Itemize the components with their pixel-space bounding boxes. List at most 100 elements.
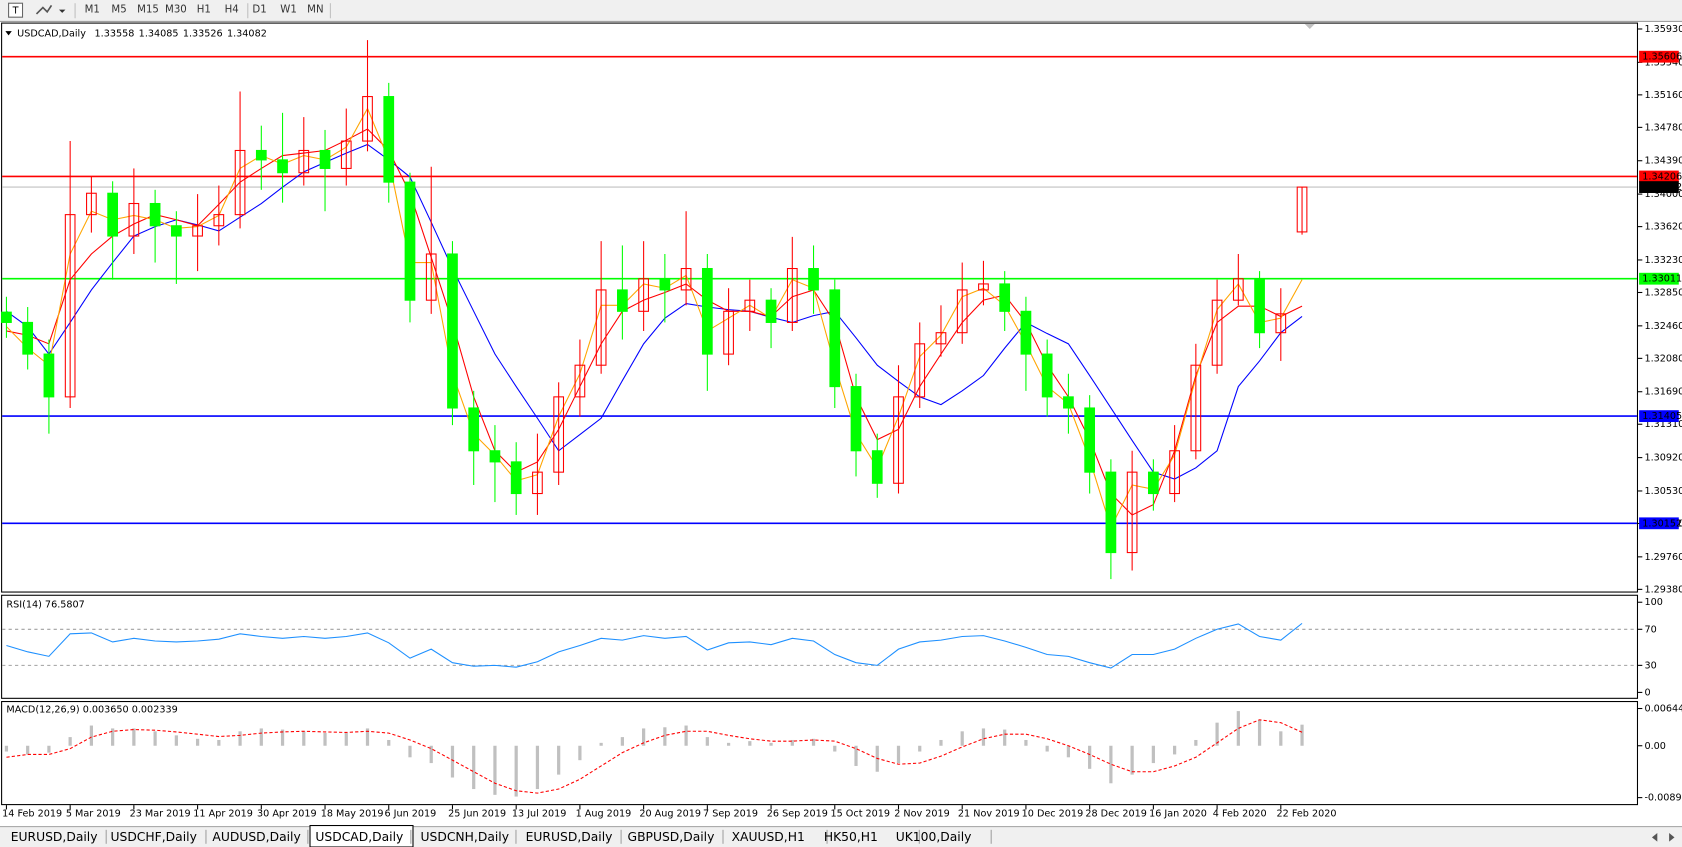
dropdown-arrow[interactable] (58, 9, 66, 13)
macd-bar (833, 745, 837, 752)
timeframe-button[interactable]: M5 (111, 5, 126, 16)
macd-signal (6, 719, 1303, 794)
timeframe-button[interactable]: M15 (137, 5, 159, 16)
tab[interactable]: GBPUSD,Daily (628, 830, 715, 844)
y-tick-label: 0 (1644, 687, 1650, 698)
timeframe-button[interactable]: M1 (85, 5, 100, 16)
macd-bar (769, 742, 773, 746)
x-tick-label: 30 Apr 2019 (257, 809, 317, 820)
tab[interactable]: AUDUSD,Daily (212, 830, 300, 844)
macd-bar (684, 725, 688, 746)
y-tick-label: 1.30530 (1644, 486, 1682, 497)
candle-body (277, 159, 288, 174)
y-tick-label: 0.006448 (1644, 704, 1682, 715)
text-tool-icon[interactable] (8, 2, 24, 18)
x-tick-label: 2 Nov 2019 (894, 809, 950, 820)
candle-body (744, 299, 756, 312)
y-tick-label: 30 (1644, 660, 1656, 671)
macd-bar (1194, 739, 1198, 746)
macd-bar (918, 745, 922, 752)
timeframe-button[interactable]: MN (307, 5, 323, 16)
macd-bar (323, 733, 327, 746)
y-tick-label: 1.29380 (1644, 584, 1682, 595)
macd-bar (111, 728, 115, 746)
timeframe-button[interactable]: W1 (280, 5, 297, 16)
timeframe-button[interactable]: D1 (252, 5, 266, 16)
candle-body (1148, 471, 1159, 495)
macd-bar (1109, 745, 1113, 784)
candle-body (22, 321, 34, 355)
tab[interactable]: HK50,H1 (824, 830, 878, 844)
candle-body (149, 202, 161, 227)
macd-bar (217, 739, 221, 746)
macd-bar (493, 745, 497, 795)
candle-body (1275, 313, 1287, 334)
timeframe-button[interactable]: M30 (165, 5, 187, 16)
tab[interactable]: EURUSD,Daily (526, 830, 613, 844)
header-low: 1.33526 (183, 28, 223, 39)
candle-body (1169, 450, 1180, 495)
x-tick-label: 5 Mar 2019 (66, 809, 121, 820)
rsi-panel (1, 594, 1639, 699)
header-close: 1.34082 (227, 28, 267, 39)
tab[interactable]: EURUSD,Daily (11, 830, 98, 844)
macd-bar (854, 745, 858, 766)
y-tick-label: 1.35160 (1644, 90, 1682, 101)
macd-bar (280, 729, 285, 746)
tab[interactable]: USDCNH,Daily (421, 830, 510, 844)
candle-body (340, 140, 352, 169)
level-label: 1.34206 (1642, 171, 1682, 182)
level-label: 1.33011 (1642, 274, 1682, 285)
y-tick-label: 1.32460 (1644, 321, 1682, 332)
header-high: 1.34085 (139, 28, 179, 39)
candle-body (234, 149, 246, 216)
tab[interactable]: USDCAD,Daily (315, 830, 403, 844)
macd-bar (748, 741, 752, 746)
current-price-box (1639, 181, 1679, 193)
y-tick-label: 1.31690 (1644, 387, 1682, 398)
candle-body (595, 289, 607, 366)
indicator-title: MACD(12,26,9) 0.003650 0.002339 (6, 705, 177, 716)
level-label-box (1639, 170, 1679, 183)
level-label-box (1639, 517, 1679, 530)
candle-body (86, 192, 97, 216)
objects-tool-icon[interactable] (35, 4, 53, 15)
candle-body (319, 149, 331, 169)
x-tick-label: 10 Dec 2019 (1022, 809, 1084, 820)
candle-body (574, 364, 586, 398)
macd-bar (1279, 731, 1283, 746)
candle-body (213, 214, 225, 227)
macd-bar (259, 728, 263, 746)
tab[interactable]: USDCHF,Daily (110, 830, 196, 844)
timeframe-button[interactable]: H4 (225, 5, 239, 16)
macd-bar (450, 745, 455, 778)
candle-body (1084, 407, 1096, 473)
macd-bar (557, 745, 561, 775)
macd-bar (1003, 729, 1007, 746)
candle-body (765, 299, 777, 323)
candle-body (617, 289, 628, 312)
macd-bar (1130, 745, 1134, 775)
candle-body (893, 396, 904, 484)
macd-bar (195, 738, 200, 746)
level-label-box (1639, 50, 1679, 63)
tab-scroll-left[interactable] (1651, 833, 1658, 842)
candle-body (1254, 278, 1265, 334)
candle-body (786, 267, 798, 323)
candle-body (956, 289, 968, 334)
timeframe-button[interactable]: H1 (197, 5, 211, 16)
tab[interactable]: UK100,Daily (896, 830, 972, 844)
macd-bar (1151, 745, 1155, 764)
tab[interactable]: XAUUSD,H1 (732, 830, 805, 844)
y-tick-label: 1.33230 (1644, 255, 1682, 266)
macd-bar (1088, 745, 1092, 769)
tab-scroll-right[interactable] (1669, 833, 1675, 842)
candle-body (723, 310, 734, 355)
macd-bar (620, 737, 624, 746)
candle-body (383, 96, 395, 183)
x-tick-label: 21 Nov 2019 (958, 809, 1020, 820)
macd-bar (960, 731, 964, 746)
candle-body (425, 253, 437, 301)
collapse-arrow[interactable] (5, 31, 12, 36)
candle-body (1020, 310, 1032, 355)
